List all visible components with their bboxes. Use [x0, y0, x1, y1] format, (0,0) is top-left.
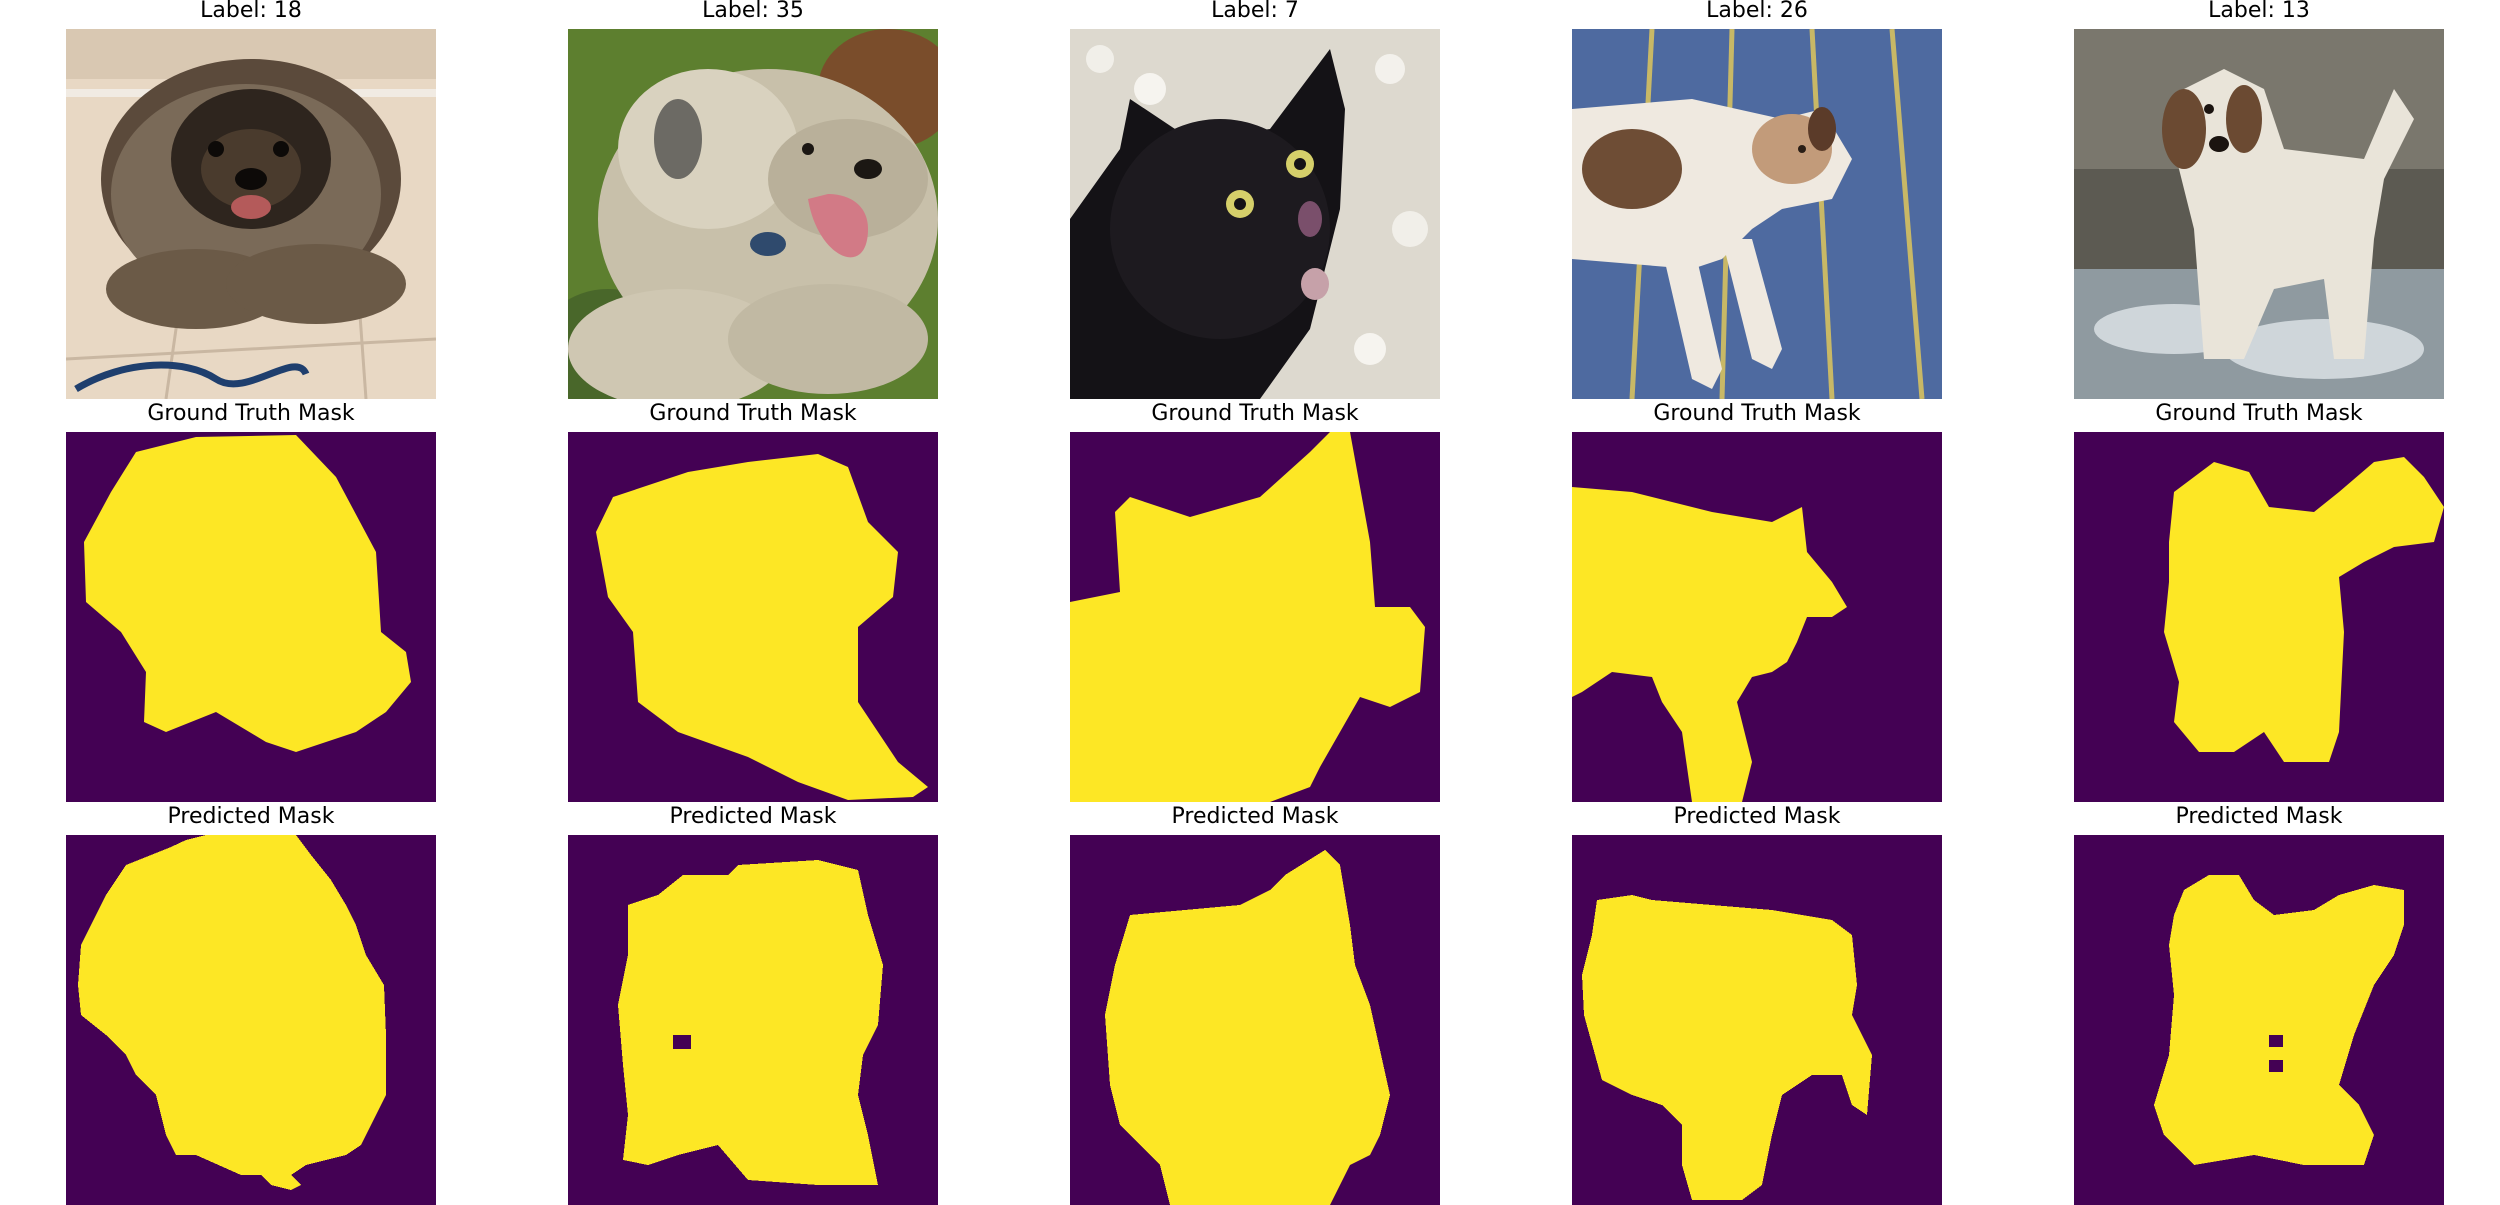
image-label-title: Label: 26	[1706, 0, 1808, 23]
input-photo	[568, 29, 938, 399]
image-label-title: Label: 18	[200, 0, 302, 23]
photo-dog-shaggy	[568, 29, 938, 399]
predicted-mask	[568, 835, 938, 1205]
input-photo	[2074, 29, 2444, 399]
ground-truth-title: Ground Truth Mask	[2155, 401, 2363, 426]
photo-cat-black	[1070, 29, 1440, 399]
predicted-mask	[66, 835, 436, 1205]
ground-truth-mask-shape	[66, 432, 436, 802]
photo-dog-spaniel	[2074, 29, 2444, 399]
ground-truth-title: Ground Truth Mask	[649, 401, 857, 426]
ground-truth-title: Ground Truth Mask	[147, 401, 355, 426]
ground-truth-mask-shape	[1070, 432, 1440, 802]
ground-truth-mask	[1070, 432, 1440, 802]
ground-truth-title: Ground Truth Mask	[1151, 401, 1359, 426]
predicted-title: Predicted Mask	[2175, 804, 2343, 829]
image-label-title: Label: 13	[2208, 0, 2310, 23]
ground-truth-mask-shape	[1572, 432, 1942, 802]
image-label-title: Label: 35	[702, 0, 804, 23]
predicted-mask	[2074, 835, 2444, 1205]
predicted-mask-shape	[1572, 835, 1942, 1205]
ground-truth-mask	[66, 432, 436, 802]
predicted-mask	[1572, 835, 1942, 1205]
ground-truth-title: Ground Truth Mask	[1653, 401, 1861, 426]
predicted-mask-shape	[66, 835, 436, 1205]
predicted-mask	[1070, 835, 1440, 1205]
input-photo	[1572, 29, 1942, 399]
input-photo	[66, 29, 436, 399]
image-label-title: Label: 7	[1211, 0, 1299, 23]
photo-dog-keeshond	[66, 29, 436, 399]
ground-truth-mask	[1572, 432, 1942, 802]
input-photo	[1070, 29, 1440, 399]
predicted-mask-shape	[568, 835, 938, 1205]
ground-truth-mask	[2074, 432, 2444, 802]
predicted-title: Predicted Mask	[669, 804, 837, 829]
photo-cat-white-brown	[1572, 29, 1942, 399]
predicted-mask-shape	[1070, 835, 1440, 1205]
predicted-title: Predicted Mask	[167, 804, 335, 829]
ground-truth-mask	[568, 432, 938, 802]
predicted-title: Predicted Mask	[1673, 804, 1841, 829]
predicted-mask-shape	[2074, 835, 2444, 1205]
ground-truth-mask-shape	[568, 432, 938, 802]
predicted-title: Predicted Mask	[1171, 804, 1339, 829]
ground-truth-mask-shape	[2074, 432, 2444, 802]
